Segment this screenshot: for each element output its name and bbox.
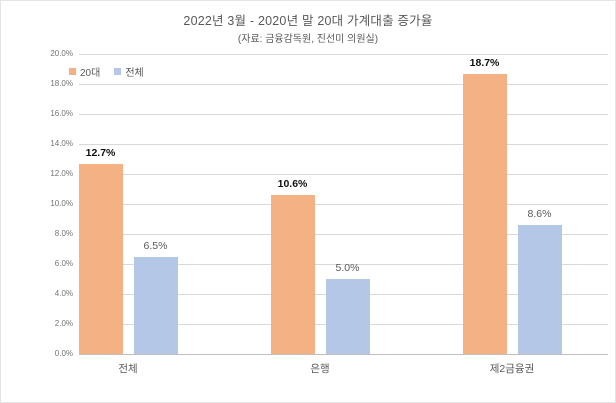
bar-series0-cat0 — [78, 163, 123, 354]
y-tick-label: 4.0% — [54, 289, 73, 298]
x-axis-line — [79, 354, 608, 355]
legend-swatch-20dae — [69, 68, 76, 75]
legend-swatch-jeonche — [114, 68, 122, 75]
chart-title: 2022년 3월 - 2020년 말 20대 가계대출 증가율 — [183, 14, 433, 28]
y-tick-label: 14.0% — [50, 139, 73, 148]
y-tick-label: 12.0% — [50, 169, 73, 178]
bar-series0-cat2 — [462, 73, 507, 354]
gridline — [79, 204, 608, 205]
value-label-series1-cat0: 6.5% — [143, 239, 168, 252]
gridline — [79, 234, 608, 235]
value-label-series0-cat0: 12.7% — [85, 146, 116, 159]
value-label-series0-cat1: 10.6% — [277, 178, 308, 190]
y-tick-label: 6.0% — [54, 259, 73, 268]
gridline — [79, 54, 608, 55]
y-tick-label: 0.0% — [54, 349, 73, 358]
y-tick-label: 18.0% — [50, 79, 73, 88]
chart-subtitle: (자료: 금융감독원, 진선미 의원실) — [237, 34, 379, 45]
x-tick-label-cat1: 은행 — [310, 363, 330, 375]
gridline — [79, 144, 608, 145]
x-tick-label-cat0: 전체 — [118, 363, 138, 375]
value-label-series1-cat1: 5.0% — [335, 262, 360, 274]
x-tick-label-cat2: 제2금융권 — [489, 363, 535, 375]
gridline — [79, 174, 608, 175]
legend-label-20dae: 20대 — [80, 68, 101, 79]
bar-series0-cat1 — [270, 195, 315, 354]
legend-item-series-1: 전체 — [114, 64, 144, 79]
y-tick-label: 2.0% — [54, 319, 73, 328]
gridline — [79, 114, 608, 115]
bar-series1-cat1 — [325, 279, 370, 354]
y-tick-label: 20.0% — [50, 49, 73, 58]
value-label-series1-cat2: 8.6% — [527, 208, 552, 220]
gridline — [79, 84, 608, 85]
y-tick-label: 10.0% — [50, 199, 73, 208]
y-tick-label: 8.0% — [54, 229, 73, 238]
legend-item-series-0: 20대 — [69, 64, 100, 79]
value-label-series0-cat2: 18.7% — [469, 56, 500, 69]
y-tick-label: 16.0% — [50, 109, 73, 118]
legend-label-jeonche: 전체 — [125, 68, 144, 79]
legend: 20대 전체 — [69, 64, 144, 79]
gridline — [79, 264, 608, 265]
bar-series1-cat0 — [133, 256, 178, 354]
bar-series1-cat2 — [517, 225, 562, 354]
